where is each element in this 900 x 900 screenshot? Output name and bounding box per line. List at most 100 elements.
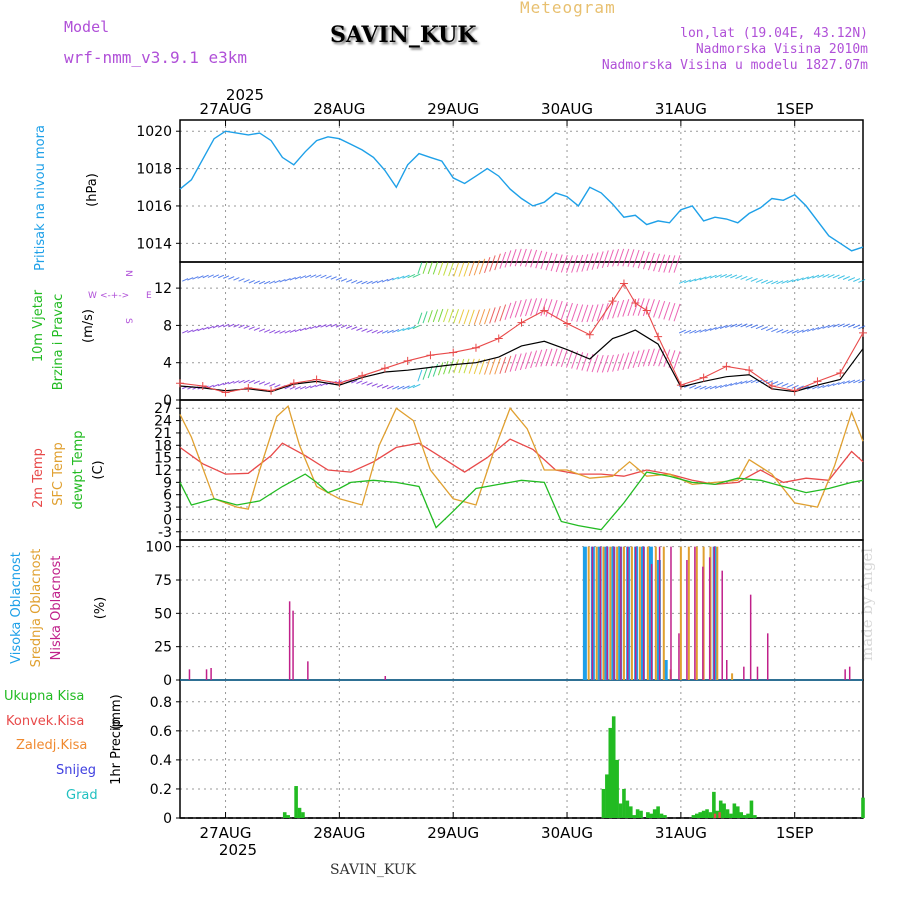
wind-barb	[238, 379, 245, 384]
wind-barb	[212, 274, 220, 278]
wind-barb	[771, 381, 779, 385]
wind-barb	[740, 380, 748, 385]
wind-barb	[279, 279, 286, 283]
temp-ylabel: 2m Temp	[31, 448, 46, 508]
wind-barb	[555, 348, 563, 367]
wind-barb	[781, 383, 789, 387]
wind-barb	[530, 350, 538, 369]
wind-barb	[325, 323, 332, 328]
cloud-bar-mid_cloud	[622, 546, 625, 680]
wind-barb	[361, 328, 368, 332]
wind-barb	[694, 385, 702, 390]
wind-barb	[463, 309, 470, 325]
wind-barb	[704, 385, 712, 390]
cloud-bar-low_cloud	[670, 546, 672, 680]
cloud-bar-high_cloud	[663, 660, 668, 680]
cloud-bar-low_cloud	[606, 546, 608, 680]
clouds-ytick-label: 25	[154, 640, 172, 656]
wind-barb	[228, 380, 235, 385]
wind-barb	[725, 324, 733, 329]
cloud-bar-low_cloud	[626, 546, 629, 680]
wind-barb	[315, 324, 322, 329]
wind-barb	[366, 280, 373, 285]
wind-barb	[786, 279, 794, 284]
temp-ylabel-sub: SFC Temp	[51, 442, 66, 506]
wind-barb	[678, 279, 687, 284]
wind-barb	[745, 379, 753, 384]
wind-barb	[289, 277, 296, 281]
legend-convective-rain: Konvek.Kisa	[6, 714, 84, 729]
wind-barb	[545, 252, 553, 271]
wind-barb	[473, 309, 480, 325]
clouds-ytick-label: 100	[145, 540, 172, 556]
wind-barb	[684, 329, 692, 334]
wind-barb	[581, 304, 589, 323]
wind-barb	[719, 273, 728, 278]
wind-barb	[253, 380, 260, 384]
wind-barb	[484, 257, 491, 274]
wind-compass-icon: W <-+-> E N S	[88, 270, 152, 324]
wind-barb	[207, 325, 214, 330]
wind-barb	[622, 352, 630, 371]
cloud-bar-mid_cloud	[731, 673, 734, 680]
wind-barb	[730, 382, 738, 387]
wind-barb	[340, 324, 348, 329]
svg-text:W: W	[88, 291, 97, 301]
temp-ylabel-sub2: dewpt Temp	[71, 430, 86, 509]
wind-barb	[427, 365, 433, 379]
svg-text:N: N	[123, 270, 133, 277]
precip-bar-precip_total	[701, 810, 706, 818]
wind-barb	[668, 350, 676, 368]
wind-barb	[489, 358, 496, 375]
wind-barb	[274, 279, 281, 284]
wind-barb	[730, 323, 738, 328]
day-label-top: 1SEP	[776, 100, 814, 118]
precip-bar-precip_total	[708, 812, 713, 818]
altitude-label: Nadmorska Visina 2010m	[695, 42, 868, 57]
wind-barb	[284, 385, 291, 390]
wind-barb	[514, 248, 522, 267]
wind-barb	[822, 384, 830, 388]
precip-bar-precip_total	[601, 788, 606, 818]
cloud-unit: (%)	[93, 597, 108, 620]
wind-barb	[714, 384, 722, 389]
wind-gust-marker	[767, 382, 776, 391]
precip-bar-precip_total	[286, 815, 290, 818]
precip-bar-precip_total	[652, 809, 657, 818]
wind-barb	[238, 278, 245, 282]
temperature-series-sfc	[179, 405, 864, 510]
wind-barb	[258, 280, 266, 285]
wind-barb	[796, 277, 804, 282]
wind-barb	[714, 326, 722, 330]
wind-barb	[432, 363, 439, 377]
wind-gust-marker	[289, 379, 298, 388]
wind-gust-marker	[608, 297, 617, 306]
cloud-bar-low_cloud	[613, 546, 615, 680]
wind-barb	[684, 279, 692, 284]
wind-barb	[269, 383, 276, 387]
wind-barb	[437, 308, 444, 322]
temperature-ytick-label: 9	[163, 475, 172, 491]
wind-barb	[658, 254, 666, 273]
wind-barb	[796, 329, 804, 334]
wind-barb	[730, 274, 738, 279]
precip-ylabel: 1hr Precip	[109, 719, 124, 785]
cloud-bar-low_cloud	[634, 546, 637, 680]
temperature-ytick-label: 24	[154, 414, 172, 430]
precip-bar-precip_total	[608, 727, 613, 818]
wind-barb	[596, 251, 604, 269]
wind-gust-marker	[471, 343, 480, 352]
wind-barb	[663, 349, 671, 368]
cloud-bar-low_cloud	[726, 660, 728, 680]
wind-barb	[766, 327, 774, 332]
wind-barb	[223, 381, 230, 386]
wind-barb	[443, 262, 449, 276]
wind-barb	[489, 255, 496, 272]
wind-barb	[791, 329, 799, 334]
precip-bar-precip_total	[718, 800, 723, 818]
wind-barb	[243, 279, 250, 283]
wind-barb	[345, 279, 353, 283]
cloud-bar-low_cloud	[848, 666, 851, 680]
temperature-ytick-label: 18	[154, 438, 172, 454]
